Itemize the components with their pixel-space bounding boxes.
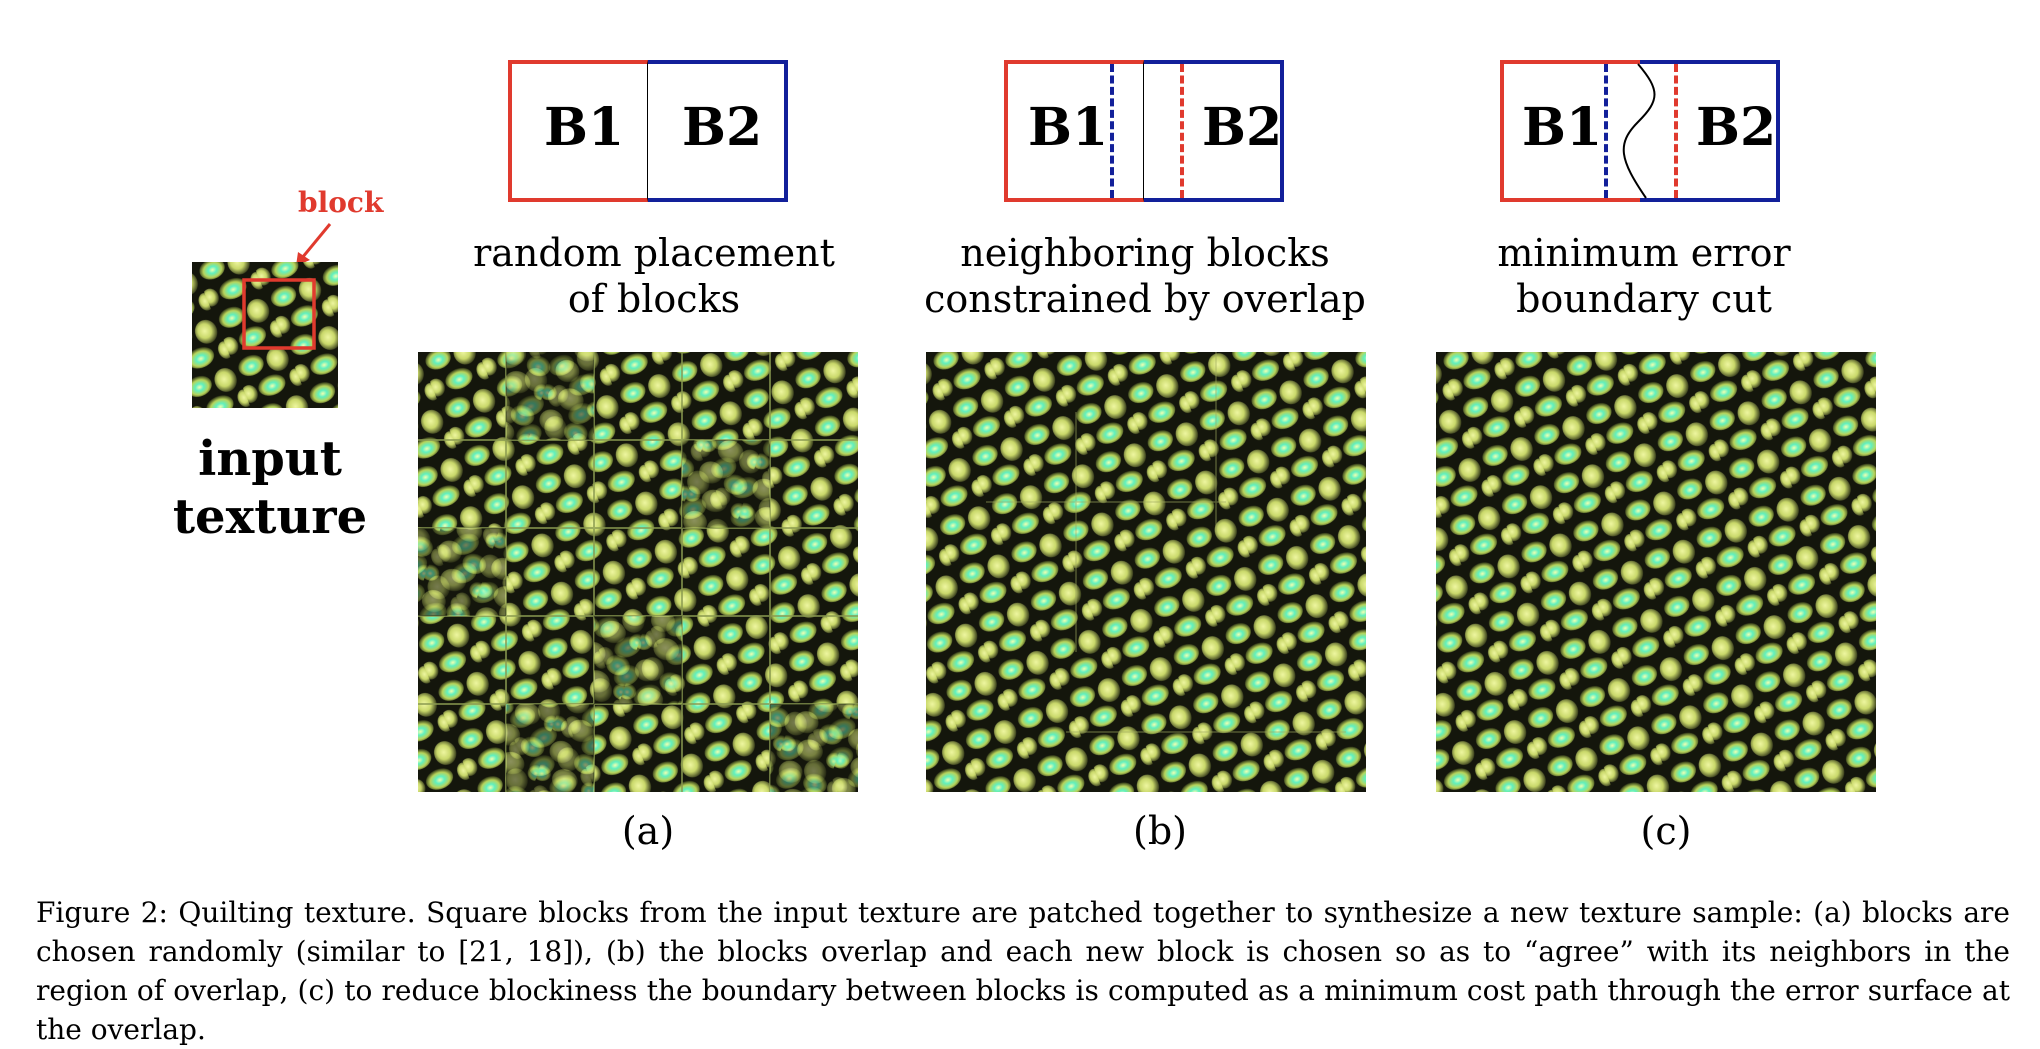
diagram-b: B1 B2 [1004, 60, 1284, 202]
input-block-highlight [242, 278, 316, 350]
b1-label: B1 [544, 97, 625, 158]
overlap-boundary-red [1674, 64, 1678, 198]
b1-label: B1 [1028, 97, 1109, 158]
panel-b-title: neighboring blocks constrained by overla… [915, 230, 1375, 322]
texture-c [1436, 352, 1876, 792]
min-error-cut-path [1622, 63, 1656, 199]
panel-c-title-line1: minimum error [1497, 231, 1791, 275]
texture-a-shifted-blocks [418, 352, 858, 792]
panel-b-title-line1: neighboring blocks [960, 231, 1330, 275]
texture-a [418, 352, 858, 792]
panel-a-title-line2: of blocks [567, 277, 741, 321]
block-label: block [298, 186, 384, 219]
input-label-line1: input [198, 431, 342, 487]
texture-b [926, 352, 1366, 792]
block-b2-box [1144, 60, 1284, 202]
overlap-boundary-blue [1110, 64, 1114, 198]
texture-b-seams [986, 352, 1346, 733]
input-texture-image [192, 262, 338, 408]
b2-label: B2 [1696, 97, 1777, 158]
b1-label: B1 [1522, 97, 1603, 158]
panel-c-title: minimum error boundary cut [1414, 230, 1874, 322]
sublabel-b: (b) [1133, 809, 1187, 853]
panel-b-title-line2: constrained by overlap [924, 277, 1366, 321]
figure-caption: Figure 2: Quilting texture. Square block… [36, 893, 2010, 1049]
block-b1-box [1500, 60, 1640, 202]
block-b1-box [1004, 60, 1144, 202]
overlap-boundary-red [1180, 64, 1184, 198]
panel-c-title-line2: boundary cut [1516, 277, 1772, 321]
panel-a-title: random placement of blocks [424, 230, 884, 322]
b2-label: B2 [682, 97, 763, 158]
overlap-boundary-blue [1604, 64, 1608, 198]
block-b1-box [508, 60, 648, 202]
block-b2-box [1640, 60, 1780, 202]
panel-a-title-line1: random placement [473, 231, 835, 275]
sublabel-c: (c) [1640, 809, 1692, 853]
input-texture-label: input texture [160, 430, 380, 546]
b2-label: B2 [1202, 97, 1283, 158]
diagram-a: B1 B2 [508, 60, 788, 202]
input-label-line2: texture [172, 489, 368, 545]
figure-caption-text: Figure 2: Quilting texture. Square block… [36, 896, 2010, 1046]
diagram-c: B1 B2 [1500, 60, 1780, 202]
sublabel-a: (a) [621, 809, 675, 853]
block-b2-box [648, 60, 788, 202]
